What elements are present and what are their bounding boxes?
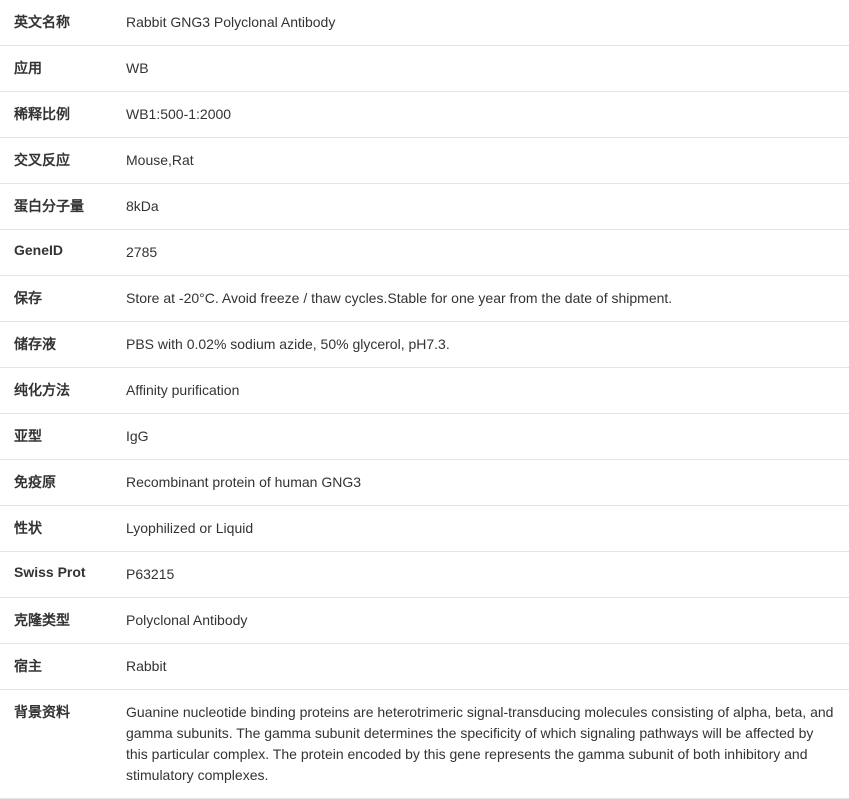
spec-value: WB xyxy=(122,46,849,92)
spec-value: 2785 xyxy=(122,230,849,276)
spec-label: 免疫原 xyxy=(0,460,122,506)
spec-value: Affinity purification xyxy=(122,368,849,414)
spec-label: 蛋白分子量 xyxy=(0,184,122,230)
spec-label: 克隆类型 xyxy=(0,598,122,644)
table-row: 交叉反应 Mouse,Rat xyxy=(0,138,849,184)
spec-label: 背景资料 xyxy=(0,690,122,799)
spec-label: 稀释比例 xyxy=(0,92,122,138)
spec-label: Swiss Prot xyxy=(0,552,122,598)
table-row: 克隆类型 Polyclonal Antibody xyxy=(0,598,849,644)
table-row: 免疫原 Recombinant protein of human GNG3 xyxy=(0,460,849,506)
table-row: 性状 Lyophilized or Liquid xyxy=(0,506,849,552)
table-row: 稀释比例 WB1:500-1:2000 xyxy=(0,92,849,138)
spec-label: 性状 xyxy=(0,506,122,552)
spec-label: 宿主 xyxy=(0,644,122,690)
spec-table-body: 英文名称 Rabbit GNG3 Polyclonal Antibody 应用 … xyxy=(0,0,849,799)
spec-value: IgG xyxy=(122,414,849,460)
spec-label: 应用 xyxy=(0,46,122,92)
table-row: Swiss Prot P63215 xyxy=(0,552,849,598)
spec-label: GeneID xyxy=(0,230,122,276)
spec-value: WB1:500-1:2000 xyxy=(122,92,849,138)
table-row: 英文名称 Rabbit GNG3 Polyclonal Antibody xyxy=(0,0,849,46)
spec-label: 保存 xyxy=(0,276,122,322)
table-row: 纯化方法 Affinity purification xyxy=(0,368,849,414)
table-row: 宿主 Rabbit xyxy=(0,644,849,690)
spec-value: Rabbit xyxy=(122,644,849,690)
spec-value: Lyophilized or Liquid xyxy=(122,506,849,552)
spec-value: Recombinant protein of human GNG3 xyxy=(122,460,849,506)
spec-value: Polyclonal Antibody xyxy=(122,598,849,644)
spec-label: 英文名称 xyxy=(0,0,122,46)
spec-label: 交叉反应 xyxy=(0,138,122,184)
spec-value: Store at -20°C. Avoid freeze / thaw cycl… xyxy=(122,276,849,322)
spec-value: Mouse,Rat xyxy=(122,138,849,184)
table-row: 亚型 IgG xyxy=(0,414,849,460)
table-row: GeneID 2785 xyxy=(0,230,849,276)
spec-label: 纯化方法 xyxy=(0,368,122,414)
table-row: 应用 WB xyxy=(0,46,849,92)
spec-value: Guanine nucleotide binding proteins are … xyxy=(122,690,849,799)
table-row: 保存 Store at -20°C. Avoid freeze / thaw c… xyxy=(0,276,849,322)
spec-value: Rabbit GNG3 Polyclonal Antibody xyxy=(122,0,849,46)
spec-label: 亚型 xyxy=(0,414,122,460)
product-spec-table: 英文名称 Rabbit GNG3 Polyclonal Antibody 应用 … xyxy=(0,0,849,799)
table-row: 背景资料 Guanine nucleotide binding proteins… xyxy=(0,690,849,799)
spec-label: 储存液 xyxy=(0,322,122,368)
spec-value: P63215 xyxy=(122,552,849,598)
spec-value: 8kDa xyxy=(122,184,849,230)
table-row: 蛋白分子量 8kDa xyxy=(0,184,849,230)
table-row: 储存液 PBS with 0.02% sodium azide, 50% gly… xyxy=(0,322,849,368)
spec-value: PBS with 0.02% sodium azide, 50% glycero… xyxy=(122,322,849,368)
